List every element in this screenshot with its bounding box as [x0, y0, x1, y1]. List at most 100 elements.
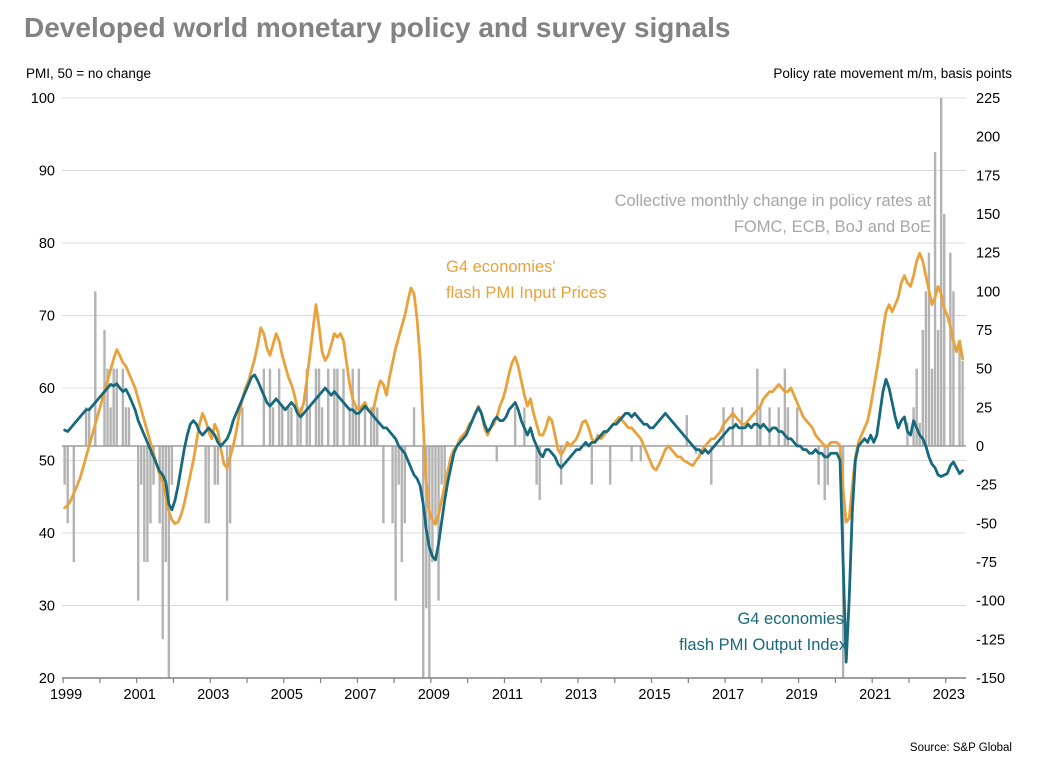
policy-rate-bar [412, 407, 416, 446]
tick-label: 0 [976, 439, 984, 455]
policy-rate-bar [164, 446, 167, 562]
policy-rate-bar [228, 446, 232, 524]
policy-rate-bar [786, 407, 790, 446]
policy-rate-bar [952, 291, 955, 446]
policy-rate-bar [84, 407, 88, 446]
tick-label: 2013 [565, 687, 597, 703]
tick-label: 2007 [344, 687, 376, 703]
policy-rate-bar [949, 252, 952, 446]
policy-rate-bar [443, 446, 446, 485]
policy-rate-bar [121, 368, 125, 446]
policy-rate-bar [143, 446, 146, 562]
policy-rate-bar [422, 446, 425, 678]
tick-label: 200 [976, 130, 1000, 146]
policy-rate-bar [403, 446, 407, 524]
policy-rate-bar [290, 407, 293, 446]
policy-rate-bar [241, 407, 244, 446]
policy-rate-bar [296, 407, 299, 446]
policy-rate-bar [768, 407, 771, 446]
policy-rate-bar [434, 446, 437, 524]
policy-rate-bar [817, 446, 820, 485]
tick-label: 2021 [859, 687, 891, 703]
policy-rate-bar [391, 446, 394, 524]
policy-rate-bar [756, 368, 759, 446]
output-index-annotation-line2: flash PMI Output Index [679, 636, 847, 654]
tick-label: 60 [39, 381, 55, 397]
policy-rate-bar [369, 407, 373, 446]
policy-rate-bar [277, 368, 281, 446]
policy-rate-bar [431, 446, 434, 562]
policy-rate-bar [538, 446, 541, 501]
policy-rate-bar [317, 368, 321, 446]
policy-rate-bar [590, 446, 593, 485]
tick-label: 20 [39, 671, 55, 687]
tick-label: 50 [39, 454, 55, 470]
policy-rate-bar [161, 446, 164, 640]
policy-rate-bar [115, 368, 118, 446]
policy-rate-bar [924, 291, 928, 446]
tick-label: 2019 [786, 687, 818, 703]
policy-rate-bar [287, 407, 290, 446]
tick-label: -25 [976, 478, 997, 494]
tick-label: 2017 [712, 687, 744, 703]
policy-rate-bar [336, 368, 339, 446]
bars-annotation-line2: FOMC, ECB, BoJ and BoE [733, 218, 931, 236]
policy-rate-bar [559, 446, 563, 485]
input-prices-annotation-line1: G4 economies' [446, 258, 556, 276]
policy-rate-bar [921, 330, 924, 446]
tick-label: 2003 [197, 687, 229, 703]
policy-rate-bar [826, 446, 829, 485]
policy-rate-bar [348, 407, 351, 446]
policy-rate-bar [112, 368, 115, 446]
tick-label: 2011 [492, 687, 523, 703]
policy-rate-bar [783, 368, 787, 446]
policy-rate-bar [495, 446, 498, 462]
tick-label: -150 [976, 671, 1005, 687]
policy-rate-bar [167, 446, 171, 678]
policy-rate-bar [357, 368, 361, 446]
policy-rate-bar [372, 407, 376, 446]
policy-rate-bar [354, 407, 357, 446]
policy-rate-bar [376, 407, 379, 446]
tick-label: 80 [39, 236, 55, 252]
policy-rate-bar [149, 446, 152, 524]
policy-rate-bar [535, 446, 538, 485]
tick-label: -100 [976, 594, 1005, 610]
policy-rate-bar [397, 446, 400, 485]
policy-rate-bar [158, 446, 161, 524]
policy-rate-bar [351, 368, 354, 446]
policy-rate-bar [936, 330, 940, 446]
policy-rate-bar [363, 407, 367, 446]
policy-rate-bar [333, 368, 336, 446]
policy-rate-bar [639, 446, 643, 462]
bars-annotation-line1: Collective monthly change in policy rate… [614, 192, 931, 210]
tick-label: 125 [976, 246, 1000, 262]
policy-rate-bar [136, 446, 140, 601]
policy-rate-bar [630, 446, 633, 462]
tick-label: 1999 [50, 687, 82, 703]
policy-rate-bar [204, 446, 207, 524]
output-index-annotation: G4 economies' flash PMI Output Index [679, 606, 847, 658]
output-index-annotation-line1: G4 economies' [737, 610, 847, 628]
tick-label: 2015 [638, 687, 670, 703]
policy-rate-bar [314, 368, 318, 446]
policy-rate-bar [382, 446, 385, 524]
tick-label: 90 [39, 164, 55, 180]
policy-rate-bar [906, 422, 909, 446]
tick-label: -125 [976, 632, 1005, 648]
policy-rate-bar [87, 407, 91, 446]
tick-label: 75 [976, 323, 992, 339]
tick-label: 100 [31, 91, 55, 107]
policy-rate-bar [216, 446, 220, 485]
policy-rate-bar [710, 446, 713, 485]
policy-rate-bar [213, 446, 217, 485]
policy-rate-bar [939, 98, 943, 446]
policy-rate-bar [124, 407, 128, 446]
left-axis-unit-label: PMI, 50 = no change [26, 66, 151, 81]
policy-rate-bar [400, 446, 403, 562]
policy-rate-bar [146, 446, 149, 562]
tick-label: 25 [976, 400, 992, 416]
policy-rate-bar [440, 446, 443, 485]
